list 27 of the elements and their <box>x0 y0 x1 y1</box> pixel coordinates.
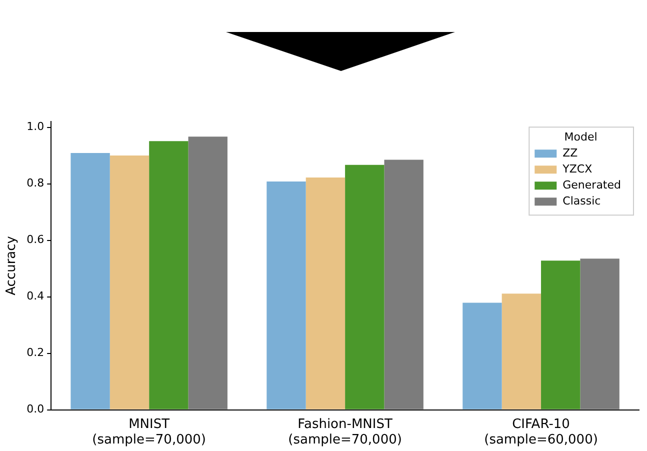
bar <box>188 136 228 410</box>
x-tick-label: MNIST (sample=70,000) <box>92 416 206 448</box>
legend-label: YZCX <box>562 162 593 176</box>
bar <box>462 302 502 410</box>
legend-label: Generated <box>562 178 621 192</box>
bar <box>266 182 306 410</box>
y-tick-label: 0.2 <box>26 346 44 360</box>
x-tick-label: CIFAR-10 (sample=60,000) <box>484 416 598 448</box>
bar <box>384 160 424 410</box>
bar <box>110 156 150 410</box>
legend-title: Model <box>564 130 598 144</box>
bar <box>580 258 620 410</box>
bar <box>502 294 542 410</box>
bar <box>306 178 346 410</box>
bar <box>345 164 384 410</box>
legend-label: ZZ <box>562 146 578 160</box>
bar <box>70 152 110 410</box>
y-tick-label: 0.8 <box>26 176 44 190</box>
y-axis-title: Accuracy <box>4 236 20 296</box>
y-tick-label: 0.6 <box>26 233 44 246</box>
bar <box>149 141 188 410</box>
y-tick-label: 1.0 <box>26 120 44 134</box>
y-tick-label: 0.4 <box>26 290 44 303</box>
y-tick-label: 0.0 <box>26 402 44 416</box>
legend-label: Classic <box>562 194 601 208</box>
x-tick-label: Fashion-MNIST (sample=70,000) <box>288 416 402 448</box>
bar <box>541 260 580 410</box>
